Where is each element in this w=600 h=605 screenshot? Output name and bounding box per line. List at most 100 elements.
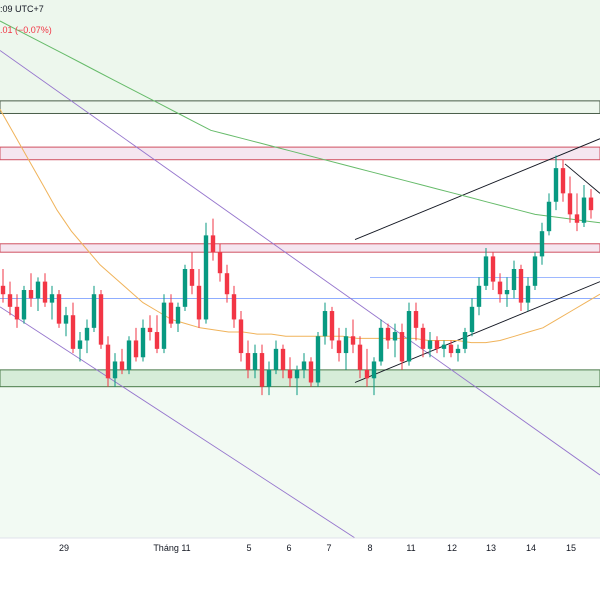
candle-body-up xyxy=(175,306,181,324)
candle-body-up xyxy=(525,285,531,303)
candle-body-down xyxy=(448,344,454,354)
candle-body-down xyxy=(147,327,153,333)
resistance-zone-low xyxy=(0,243,600,253)
candle-body-up xyxy=(441,344,447,349)
candle-body-down xyxy=(224,273,230,295)
top-band xyxy=(0,100,600,114)
candle-body-down xyxy=(98,294,104,345)
candle-body-down xyxy=(196,285,202,320)
x-tick-label: 29 xyxy=(59,543,69,553)
candle-body-up xyxy=(266,369,272,387)
candle-body-up xyxy=(406,311,412,362)
candle-body-down xyxy=(357,344,363,370)
candle-body-down xyxy=(399,332,405,362)
x-axis-background xyxy=(0,538,600,600)
support-zone xyxy=(0,369,600,388)
trend-lower-line xyxy=(354,281,600,383)
candle-body-down xyxy=(105,344,111,379)
candle-body-up xyxy=(161,302,167,349)
candle-body-down xyxy=(434,340,440,349)
candle-body-down xyxy=(567,193,573,215)
zones-layer xyxy=(0,0,600,538)
candle-body-up xyxy=(546,201,552,232)
candle-body-down xyxy=(168,302,174,324)
candle-body-up xyxy=(49,294,55,303)
candle-body-up xyxy=(378,327,384,362)
candle-body-up xyxy=(84,327,90,341)
candle-body-up xyxy=(476,285,482,307)
x-tick-label: 13 xyxy=(486,543,496,553)
header-time-text: :09 UTC+7 xyxy=(0,4,44,14)
candle-body-up xyxy=(77,340,83,349)
x-tick-label: Tháng 11 xyxy=(153,543,190,553)
candle-body-up xyxy=(140,327,146,358)
x-tick-label: 5 xyxy=(246,543,251,553)
bottom-zone xyxy=(0,369,600,538)
candle-body-up xyxy=(511,269,517,291)
top-zone xyxy=(0,0,600,114)
candle-body-up xyxy=(294,369,300,379)
ma-short-line xyxy=(0,109,600,344)
candle-body-down xyxy=(413,311,419,328)
x-tick-label: 15 xyxy=(566,543,576,553)
candle-body-up xyxy=(455,348,461,354)
x-tick-label: 12 xyxy=(447,543,457,553)
candle-body-down xyxy=(490,256,496,282)
candle-body-down xyxy=(210,235,216,253)
x-tick-label: 14 xyxy=(526,543,536,553)
x-axis-layer: 29 Tháng 11 5 6 7 8 11 12 13 14 15 xyxy=(0,537,600,600)
candle-body-down xyxy=(308,361,314,383)
candle-body-up xyxy=(63,315,69,324)
candle-body-up xyxy=(21,290,27,320)
candle-body-down xyxy=(133,340,139,358)
candle-body-down xyxy=(420,327,426,349)
candle-body-down xyxy=(329,311,335,341)
candle-body-up xyxy=(483,256,489,286)
candle-body-down xyxy=(588,197,594,211)
x-tick-label: 8 xyxy=(367,543,372,553)
candle-body-up xyxy=(532,256,538,286)
candle-body-down xyxy=(0,285,6,295)
candle-body-up xyxy=(322,311,328,337)
candle-body-up xyxy=(343,336,349,354)
candle-body-down xyxy=(518,269,524,303)
candle-body-up xyxy=(182,269,188,307)
candle-body-down xyxy=(350,336,356,345)
candle-body-down xyxy=(336,340,342,354)
candle-body-down xyxy=(231,294,237,320)
candle-body-up xyxy=(273,348,279,370)
candle-body-down xyxy=(189,269,195,286)
channel-lower-line xyxy=(0,306,356,539)
candle-body-up xyxy=(392,332,398,341)
candle-body-down xyxy=(238,319,244,354)
candle-body-up xyxy=(112,361,118,379)
trend-upper-line xyxy=(354,138,600,240)
candle-body-up xyxy=(315,336,321,383)
ma-long-line xyxy=(0,20,600,224)
candle-body-up xyxy=(252,353,258,370)
candle-body-up xyxy=(581,197,587,223)
candle-body-down xyxy=(280,348,286,370)
candles-layer xyxy=(0,155,594,396)
candle-body-down xyxy=(497,281,503,295)
candle-body-up xyxy=(469,306,475,333)
candle-body-down xyxy=(14,306,20,320)
candle-body-up xyxy=(539,231,545,257)
candle-body-down xyxy=(7,294,13,307)
candle-body-down xyxy=(154,332,160,349)
candle-body-down xyxy=(574,214,580,223)
candle-body-up xyxy=(203,235,209,320)
candle-body-up xyxy=(35,281,41,299)
candle-body-down xyxy=(245,353,251,370)
x-tick-label: 11 xyxy=(406,543,415,553)
candle-body-up xyxy=(91,294,97,328)
candle-body-down xyxy=(56,294,62,324)
candle-body-down xyxy=(385,327,391,341)
candle-body-up xyxy=(504,290,510,295)
x-tick-label: 7 xyxy=(326,543,331,553)
candle-body-up xyxy=(301,361,307,370)
candle-body-down xyxy=(70,315,76,349)
channel-upper-line xyxy=(0,50,600,476)
